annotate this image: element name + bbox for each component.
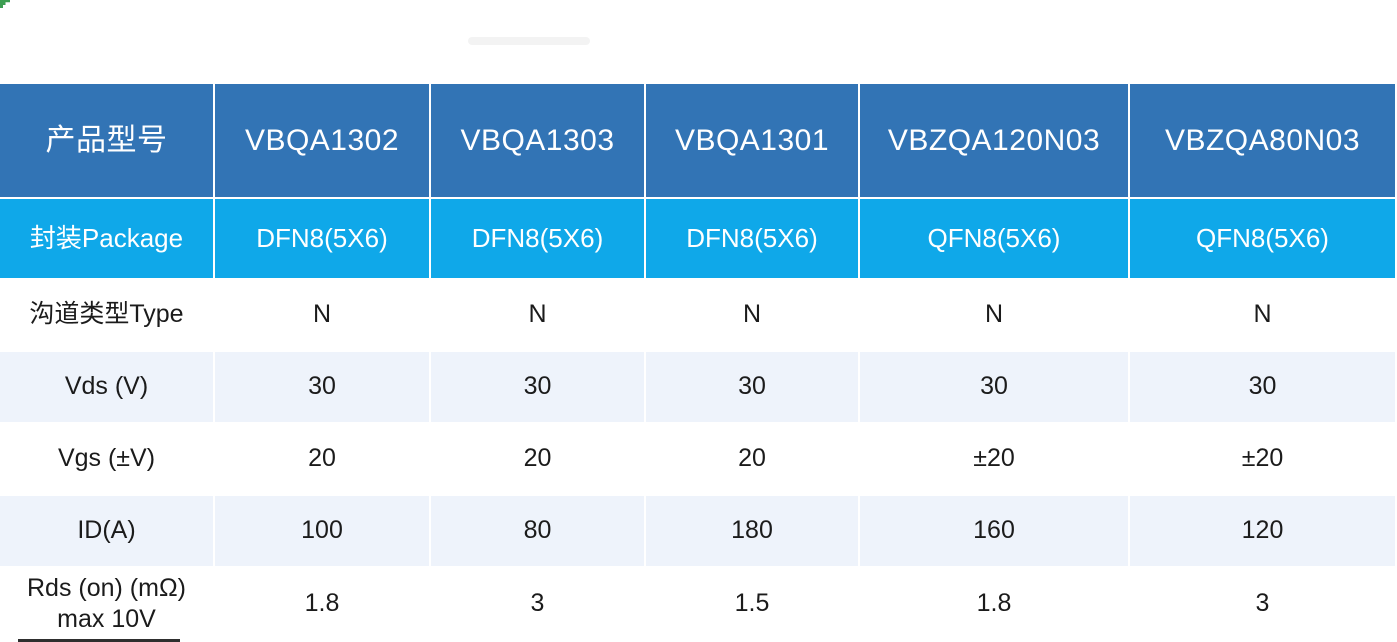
value-cell: 30	[1130, 352, 1395, 422]
value-cell: 30	[646, 352, 858, 422]
row-label-cell: 封装Package	[0, 199, 213, 278]
value-cell: N	[431, 280, 644, 350]
spec-table: 产品型号 VBQA1302 VBQA1303 VBQA1301 VBZQA120N03 V…	[0, 84, 1397, 642]
value-cell: N	[860, 280, 1128, 350]
value-cell: 20	[646, 424, 858, 494]
row-label-cell: Vgs (±V)	[0, 424, 213, 494]
value-cell: DFN8(5X6)	[431, 199, 644, 278]
row-label-cell: Rds (on) (mΩ) max 10V	[0, 568, 213, 640]
value-cell: 180	[646, 496, 858, 566]
value-cell: QFN8(5X6)	[1130, 199, 1395, 278]
header-cell: VBZQA120N03	[860, 84, 1128, 197]
value-cell: 1.8	[860, 568, 1128, 640]
value-cell: 20	[215, 424, 429, 494]
row-label-cell: 沟道类型Type	[0, 280, 213, 350]
bottom-clipped-fragment	[18, 639, 180, 642]
value-cell: QFN8(5X6)	[860, 199, 1128, 278]
header-cell: VBQA1302	[215, 84, 429, 197]
value-cell: 1.5	[646, 568, 858, 640]
value-cell: ±20	[860, 424, 1128, 494]
value-cell: 80	[431, 496, 644, 566]
value-cell: 3	[431, 568, 644, 640]
value-cell: 3	[1130, 568, 1395, 640]
header-label-cell: 产品型号	[0, 84, 213, 197]
green-corner-mark	[0, 0, 10, 8]
value-cell: DFN8(5X6)	[646, 199, 858, 278]
value-cell: 100	[215, 496, 429, 566]
row-label-cell: Vds (V)	[0, 352, 213, 422]
value-cell: 1.8	[215, 568, 429, 640]
row-label-cell: ID(A)	[0, 496, 213, 566]
value-cell: N	[646, 280, 858, 350]
value-cell: 160	[860, 496, 1128, 566]
value-cell: 120	[1130, 496, 1395, 566]
header-cell: VBQA1303	[431, 84, 644, 197]
value-cell: N	[215, 280, 429, 350]
header-cell: VBZQA80N03	[1130, 84, 1395, 197]
value-cell: ±20	[1130, 424, 1395, 494]
header-cell: VBQA1301	[646, 84, 858, 197]
value-cell: 30	[860, 352, 1128, 422]
value-cell: N	[1130, 280, 1395, 350]
value-cell: DFN8(5X6)	[215, 199, 429, 278]
value-cell: 30	[431, 352, 644, 422]
value-cell: 30	[215, 352, 429, 422]
faint-watermark	[468, 37, 590, 45]
value-cell: 20	[431, 424, 644, 494]
